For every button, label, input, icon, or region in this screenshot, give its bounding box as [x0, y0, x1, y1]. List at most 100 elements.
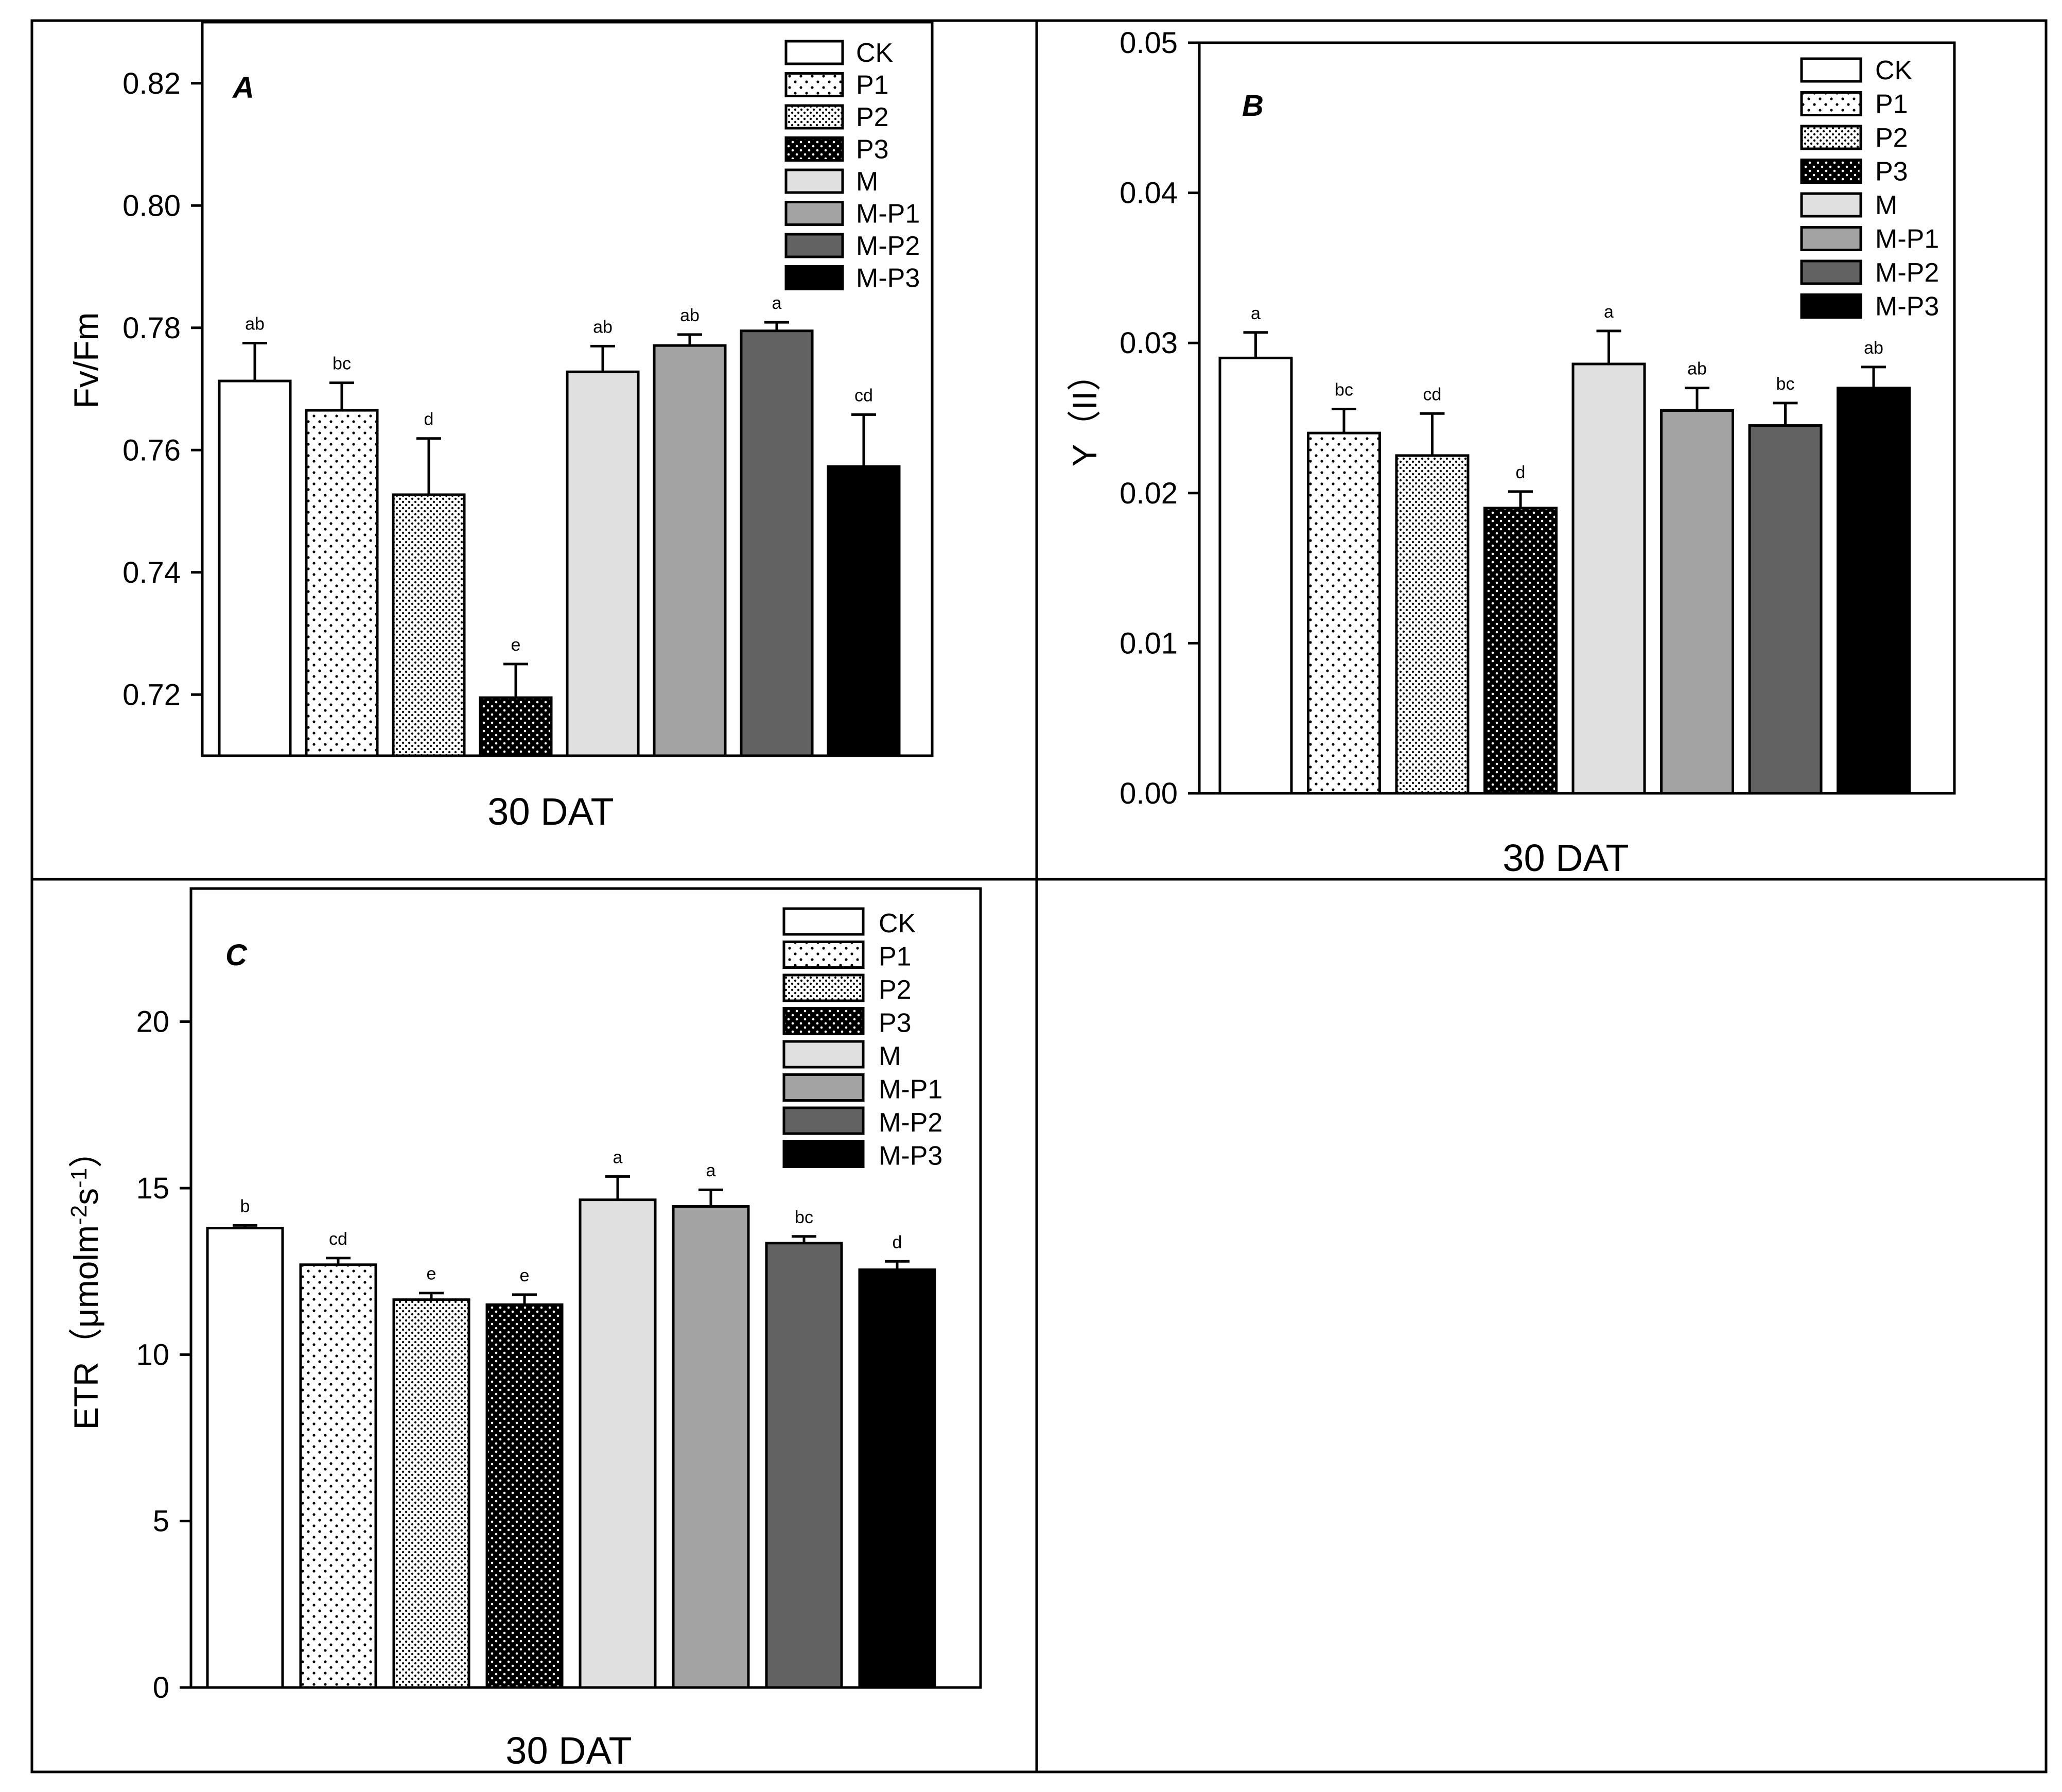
significance-letter: bc — [795, 1208, 813, 1227]
x-axis-label: 30 DAT — [505, 1729, 632, 1772]
legend-label: CK — [856, 38, 894, 68]
bar-m-p1 — [1660, 409, 1734, 795]
y-tick-label: 0.80 — [123, 189, 181, 222]
significance-letter: ab — [1687, 359, 1707, 379]
y-tick-label: 0.02 — [1120, 477, 1178, 510]
legend-swatch-m-p3 — [782, 1140, 865, 1168]
bar-p1 — [305, 409, 379, 757]
legend-label: M-P1 — [1875, 224, 1939, 254]
legend-label: CK — [1875, 56, 1913, 85]
legend-swatch-p3 — [1800, 159, 1862, 184]
legend-label: M — [879, 1041, 901, 1071]
significance-letter: cd — [1423, 385, 1442, 404]
significance-letter: e — [520, 1266, 530, 1285]
legend-label: M-P3 — [856, 264, 920, 293]
y-axis-title-part: ETR（μmolm — [67, 1225, 105, 1430]
bar-m-p1 — [672, 1205, 750, 1689]
legend-swatch-p1 — [782, 941, 865, 969]
bar-p1 — [1307, 431, 1381, 795]
x-axis-label: 30 DAT — [487, 790, 614, 833]
legend-swatch-p3 — [784, 136, 844, 162]
legend-swatch-ck — [784, 40, 844, 65]
bar-p1 — [299, 1263, 377, 1689]
legend-swatch-p3 — [782, 1007, 865, 1035]
significance-letter: b — [240, 1196, 250, 1216]
legend-swatch-m-p1 — [782, 1073, 865, 1102]
legend-swatch-ck — [1800, 57, 1862, 83]
grid-outer-border — [30, 19, 2048, 1773]
legend-swatch-p2 — [782, 973, 865, 1002]
bar-p2 — [1395, 454, 1470, 795]
panel-letter: C — [225, 938, 248, 972]
legend-swatch-m-p2 — [1800, 259, 1862, 285]
significance-letter: bc — [1776, 374, 1795, 394]
legend-label: M — [1875, 190, 1897, 220]
legend-label: M-P1 — [856, 199, 920, 229]
significance-letter: a — [706, 1161, 716, 1180]
legend-swatch-p1 — [784, 72, 844, 97]
y-tick-label: 0.03 — [1120, 326, 1178, 360]
legend-label: M-P2 — [879, 1108, 942, 1138]
bar-m-p2 — [1748, 424, 1823, 795]
y-axis-title-part: -2 — [66, 1205, 92, 1225]
significance-letter: ab — [680, 306, 700, 325]
legend-swatch-m-p3 — [784, 265, 844, 290]
significance-letter: bc — [333, 354, 351, 374]
legend-label: M — [856, 167, 878, 197]
y-tick-label: 0 — [153, 1671, 169, 1704]
bar-ck — [1218, 356, 1293, 795]
legend-swatch-p2 — [1800, 125, 1862, 150]
legend-swatch-m — [782, 1040, 865, 1069]
bar-p2 — [392, 493, 466, 757]
significance-letter: e — [511, 635, 521, 655]
bar-m-p2 — [740, 329, 814, 757]
legend-label: CK — [879, 909, 916, 938]
legend-label: M-P2 — [856, 231, 920, 261]
y-tick-label: 0.76 — [123, 433, 181, 467]
chart-panel-b: 0.00 0.01 0.02 0.03 0.04 0.05 a bc cd d a ab bc ab B Y（… — [1065, 26, 1956, 879]
significance-letter: cd — [854, 386, 873, 405]
legend-label: P1 — [1875, 90, 1908, 119]
legend-swatch-m-p1 — [1800, 226, 1862, 251]
legend-label: M-P3 — [1875, 292, 1939, 322]
y-tick-label: 0.72 — [123, 678, 181, 711]
significance-letter: a — [1251, 304, 1261, 323]
legend-swatch-ck — [782, 907, 865, 936]
legend-label: P2 — [879, 975, 912, 1005]
y-tick-label: 0.74 — [123, 556, 181, 589]
y-axis-title: Fv/Fm — [67, 312, 105, 409]
bar-ck — [218, 379, 292, 757]
bar-p3 — [1483, 507, 1558, 795]
chart-panel-a: 0.72 0.74 0.76 0.78 0.80 0.82 ab bc d e ab ab a cd A Fv… — [67, 21, 934, 833]
legend-swatch-m — [784, 168, 844, 194]
x-axis-label: 30 DAT — [1502, 837, 1629, 879]
legend-swatch-m-p2 — [782, 1106, 865, 1135]
bar-m — [566, 370, 640, 757]
y-tick-label: 0.04 — [1120, 177, 1178, 210]
bar-m-p3 — [1837, 387, 1911, 795]
y-tick-label: 0.82 — [123, 67, 181, 100]
legend-swatch-m-p3 — [1800, 293, 1862, 319]
panel-letter: B — [1242, 89, 1264, 123]
bar-p2 — [392, 1298, 470, 1689]
y-axis-title: Y（II） — [1065, 357, 1104, 467]
legend-label: P3 — [879, 1008, 912, 1038]
legend-label: M-P2 — [1875, 258, 1939, 288]
y-tick-label: 0.01 — [1120, 627, 1178, 660]
y-tick-label: 0.00 — [1120, 777, 1178, 810]
y-axis-title: ETR（μmolm-2s-1） — [66, 1134, 105, 1430]
legend-swatch-p1 — [1800, 91, 1862, 116]
legend-label: M-P3 — [879, 1141, 942, 1171]
significance-letter: cd — [329, 1229, 347, 1249]
legend-label: P3 — [1875, 157, 1908, 187]
panel-letter: A — [232, 71, 254, 105]
significance-letter: ab — [593, 317, 613, 337]
panel-grid — [30, 19, 2048, 1773]
legend-label: P3 — [856, 135, 889, 165]
legend-swatch-m-p1 — [784, 201, 844, 226]
legend-label: P1 — [879, 942, 912, 972]
bar-m-p1 — [653, 344, 727, 757]
